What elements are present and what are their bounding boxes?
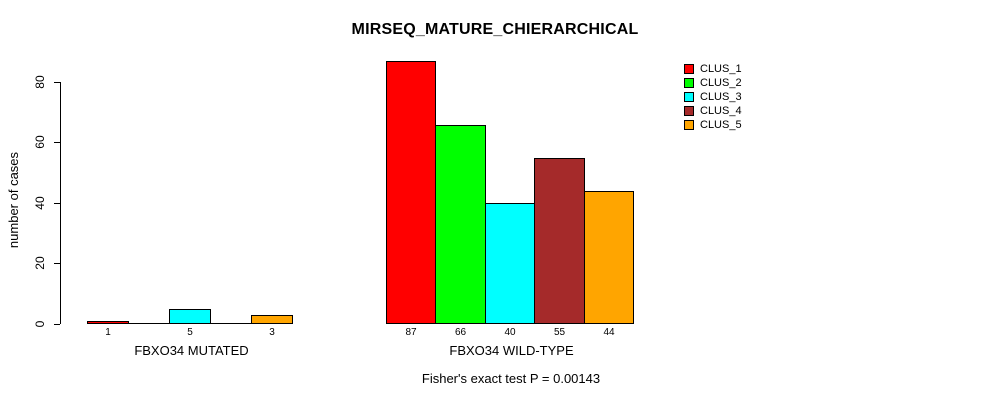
bar-value-label: 87	[405, 327, 417, 338]
legend-label: CLUS_1	[700, 63, 742, 75]
legend-label: CLUS_2	[700, 77, 742, 89]
bar-clus_5-group0	[251, 315, 293, 324]
legend-swatch-clus_4	[684, 106, 694, 116]
bar-value-label: 40	[504, 327, 516, 338]
y-tick-label-80: 80	[33, 75, 47, 89]
legend-swatch-clus_2	[684, 78, 694, 88]
legend-item-clus_2: CLUS_2	[684, 76, 742, 90]
y-tick-label-20: 20	[33, 256, 47, 270]
bar-value-label: 55	[553, 327, 566, 338]
legend-item-clus_1: CLUS_1	[684, 62, 742, 76]
y-axis-label: number of cases	[6, 151, 21, 249]
legend-swatch-clus_5	[684, 120, 694, 130]
bar-value-label: 5	[187, 327, 193, 338]
chart-title: MIRSEQ_MATURE_CHIERARCHICAL	[351, 21, 639, 38]
y-axis-line	[60, 82, 61, 324]
y-tick-label-0: 0	[33, 320, 47, 328]
bar-value-label: 44	[603, 327, 615, 338]
legend: CLUS_1 CLUS_2 CLUS_3 CLUS_4 CLUS_5	[684, 62, 742, 132]
legend-label: CLUS_4	[700, 105, 742, 117]
y-tick-label-60: 60	[33, 135, 47, 149]
legend-swatch-clus_3	[684, 92, 694, 102]
legend-label: CLUS_3	[700, 91, 742, 103]
y-tick-60	[54, 142, 60, 143]
bar-value-label: 3	[269, 327, 275, 338]
bar-clus_3-group1	[485, 203, 535, 324]
y-tick-label-40: 40	[33, 196, 47, 210]
bar-value-label: 66	[454, 327, 467, 338]
bar-clus_3-group0	[169, 309, 211, 324]
legend-item-clus_4: CLUS_4	[684, 104, 742, 118]
y-tick-40	[54, 203, 60, 204]
group-label-0: FBXO34 MUTATED	[134, 343, 249, 358]
bar-value-label: 1	[105, 327, 111, 338]
legend-item-clus_3: CLUS_3	[684, 90, 742, 104]
bar-clus_4-group1	[534, 158, 585, 324]
fisher-test-annotation: Fisher's exact test P = 0.00143	[421, 371, 601, 386]
y-tick-20	[54, 263, 60, 264]
legend-swatch-clus_1	[684, 64, 694, 74]
legend-label: CLUS_5	[700, 119, 742, 131]
group-label-1: FBXO34 WILD-TYPE	[449, 343, 574, 358]
bar-clus_2-group1	[435, 125, 486, 324]
y-tick-0	[54, 324, 60, 325]
bar-clus_1-group1	[386, 61, 436, 324]
bar-clus_5-group1	[584, 191, 634, 324]
y-tick-80	[54, 82, 60, 83]
bar-clus_1-group0	[87, 321, 129, 324]
legend-item-clus_5: CLUS_5	[684, 118, 742, 132]
